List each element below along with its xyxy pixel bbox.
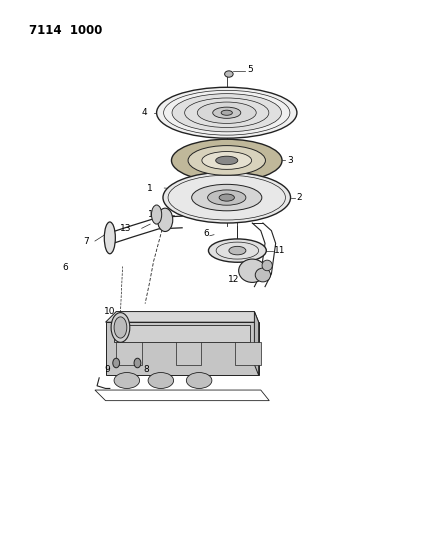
Polygon shape bbox=[114, 325, 250, 342]
Ellipse shape bbox=[229, 246, 246, 255]
Ellipse shape bbox=[111, 313, 130, 342]
Text: 2: 2 bbox=[296, 193, 302, 202]
Ellipse shape bbox=[208, 190, 246, 205]
Text: 3: 3 bbox=[287, 156, 293, 165]
Ellipse shape bbox=[152, 205, 162, 224]
Ellipse shape bbox=[192, 184, 262, 211]
Polygon shape bbox=[106, 322, 259, 375]
Ellipse shape bbox=[255, 268, 270, 282]
Text: 1: 1 bbox=[147, 183, 152, 192]
Polygon shape bbox=[116, 342, 142, 365]
Text: 10: 10 bbox=[104, 307, 116, 316]
Ellipse shape bbox=[172, 94, 282, 132]
Ellipse shape bbox=[172, 139, 282, 182]
Ellipse shape bbox=[262, 260, 272, 271]
Text: 5: 5 bbox=[247, 64, 253, 74]
Polygon shape bbox=[106, 312, 259, 322]
Ellipse shape bbox=[202, 151, 252, 169]
Ellipse shape bbox=[197, 102, 256, 124]
Ellipse shape bbox=[188, 146, 265, 175]
Ellipse shape bbox=[157, 87, 297, 138]
Text: 4: 4 bbox=[142, 108, 147, 117]
Ellipse shape bbox=[219, 194, 235, 201]
Text: 14: 14 bbox=[148, 210, 160, 219]
Ellipse shape bbox=[134, 358, 141, 368]
Text: 13: 13 bbox=[120, 224, 131, 233]
Text: 7114  1000: 7114 1000 bbox=[29, 23, 102, 37]
Ellipse shape bbox=[225, 71, 233, 77]
Ellipse shape bbox=[216, 156, 238, 165]
Polygon shape bbox=[176, 342, 201, 365]
Ellipse shape bbox=[208, 239, 266, 262]
Ellipse shape bbox=[158, 208, 173, 231]
Ellipse shape bbox=[221, 110, 232, 115]
Ellipse shape bbox=[104, 222, 116, 254]
Ellipse shape bbox=[213, 107, 241, 118]
Text: 6: 6 bbox=[203, 229, 209, 238]
Text: 9: 9 bbox=[104, 366, 110, 374]
Text: 6: 6 bbox=[63, 263, 68, 272]
Ellipse shape bbox=[114, 317, 127, 338]
Ellipse shape bbox=[163, 172, 291, 223]
Text: 12: 12 bbox=[228, 274, 240, 284]
Ellipse shape bbox=[114, 373, 140, 389]
Polygon shape bbox=[254, 312, 259, 375]
Ellipse shape bbox=[239, 259, 266, 282]
Text: 8: 8 bbox=[144, 366, 150, 374]
Ellipse shape bbox=[186, 373, 212, 389]
Ellipse shape bbox=[113, 358, 119, 368]
Text: 11: 11 bbox=[274, 246, 286, 255]
Text: 7: 7 bbox=[83, 237, 89, 246]
Ellipse shape bbox=[148, 373, 174, 389]
Polygon shape bbox=[235, 342, 261, 365]
